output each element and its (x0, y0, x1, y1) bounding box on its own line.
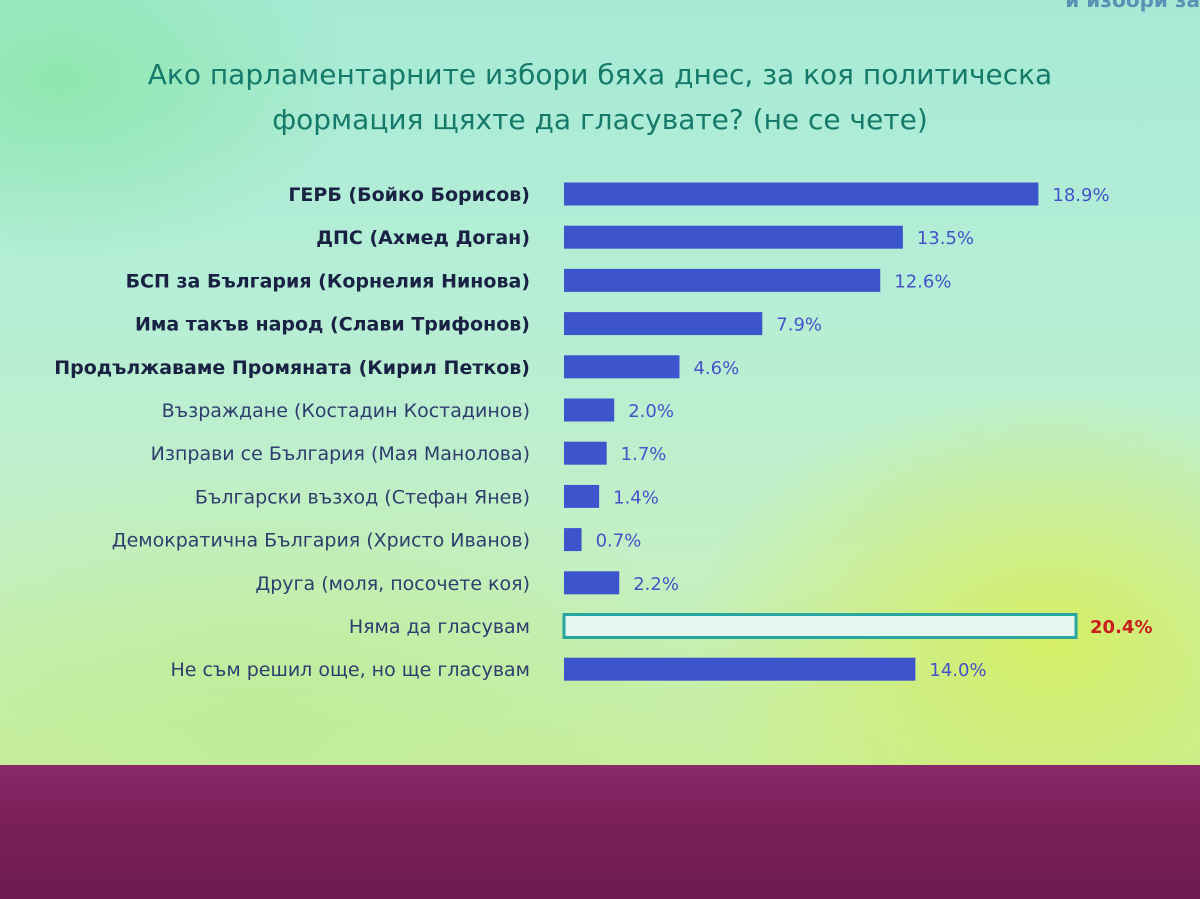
category-label: Има такъв народ (Слави Трифонов) (135, 314, 530, 336)
value-label: 2.2% (633, 574, 679, 595)
category-label: Не съм решил още, но ще гласувам (170, 659, 530, 681)
bar (564, 571, 620, 595)
chart-title-line-1: Ако парламентарните избори бяха днес, за… (147, 58, 1053, 91)
chart-title-line-2: формация щяхте да гласувате? (не се чете… (272, 103, 928, 136)
value-label: 13.5% (917, 228, 974, 249)
category-label: БСП за България (Корнелия Нинова) (126, 270, 530, 292)
value-label: 20.4% (1090, 617, 1152, 638)
category-label: Продължаваме Промяната (Кирил Петков) (54, 357, 530, 379)
value-label: 12.6% (894, 271, 951, 292)
corner-caption: и избори за (1065, 0, 1200, 12)
bar (564, 225, 903, 249)
category-label: Български възход (Стефан Янев) (195, 486, 530, 508)
bar (564, 657, 916, 681)
slide-background: и избори за Ако парламентарните избори б… (0, 0, 1200, 765)
bar (564, 441, 607, 465)
category-label: Друга (моля, посочете коя) (255, 573, 530, 595)
bar (564, 398, 615, 422)
bar (564, 528, 582, 552)
bar (564, 312, 763, 336)
bar (564, 268, 881, 292)
bar (564, 182, 1039, 206)
category-label: Изправи се България (Мая Манолова) (151, 443, 530, 465)
value-label: 4.6% (693, 358, 739, 379)
value-label: 0.7% (596, 531, 642, 552)
value-label: 1.7% (621, 444, 667, 465)
bar (564, 355, 680, 379)
value-label: 7.9% (776, 315, 822, 336)
bar (562, 613, 1078, 639)
bar (564, 484, 600, 508)
category-label: Демократична България (Христо Иванов) (112, 530, 530, 552)
category-label: ГЕРБ (Бойко Борисов) (288, 184, 530, 206)
value-label: 2.0% (628, 401, 674, 422)
bottom-band (0, 765, 1200, 899)
bar-chart: ГЕРБ (Бойко Борисов) 18.9% ДПС (Ахмед Дога… (54, 182, 1152, 681)
category-label: Няма да гласувам (349, 616, 530, 638)
value-label: 14.0% (929, 660, 986, 681)
value-label: 18.9% (1052, 185, 1109, 206)
category-label: ДПС (Ахмед Доган) (316, 227, 530, 249)
category-label: Възраждане (Костадин Костадинов) (162, 400, 530, 422)
value-label: 1.4% (613, 487, 659, 508)
